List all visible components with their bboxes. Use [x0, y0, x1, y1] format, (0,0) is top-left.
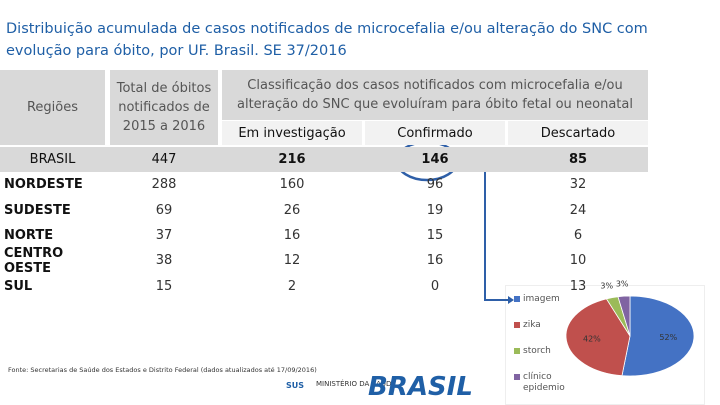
table-cell: 216: [278, 152, 306, 167]
table-cell: 160: [279, 177, 305, 193]
pie-slice: [621, 295, 695, 377]
table-cell: 85: [568, 152, 588, 167]
legend-label: imagem: [523, 294, 560, 304]
legend-label: storch: [523, 346, 551, 356]
legend-swatch: [514, 374, 520, 380]
pie-slice: [617, 295, 631, 337]
slice-label: 42%: [583, 335, 601, 344]
table-cell: 24: [569, 202, 587, 218]
subcolumn-header: Em investigação: [222, 121, 362, 145]
pie: 52% 42% 3% 3%: [565, 280, 695, 377]
source: Fonte: Secretarias de Saúde dos Estados …: [8, 366, 317, 374]
table-cell: 447: [151, 152, 177, 167]
legend-label: clínico epidemio: [523, 372, 565, 393]
table-cell: 12: [283, 253, 301, 269]
table-cell: 146: [421, 152, 449, 167]
table-cell: 288: [151, 177, 177, 193]
table-cell: 15: [155, 278, 173, 294]
row-label: SUL: [4, 278, 33, 294]
row-label: SUDESTE: [4, 202, 71, 218]
arrow-head: [508, 296, 514, 304]
total-row-bg: [0, 147, 648, 172]
table-cell: 2: [287, 278, 297, 294]
column-header: Classificação dos casos notificados com …: [222, 70, 648, 120]
table-cell: 16: [283, 227, 301, 243]
row-label: NORTE: [4, 227, 54, 243]
table-cell: 69: [155, 202, 173, 218]
subcolumn-header: Descartado: [508, 121, 648, 145]
row-label: CENTRO OESTE: [4, 245, 64, 276]
table-cell: 0: [430, 278, 440, 294]
table-cell: 19: [426, 202, 444, 218]
table-cell: 13: [569, 278, 587, 294]
table-cell: 96: [426, 177, 444, 193]
column-header: Regiões: [0, 70, 105, 145]
row-label: BRASIL: [29, 152, 76, 167]
legend-swatch: [514, 322, 520, 328]
table-cell: 32: [569, 177, 587, 193]
pie-slice: [565, 298, 631, 377]
legend-swatch: [514, 348, 520, 354]
row-label: NORDESTE: [4, 177, 83, 193]
slice-label: 3%: [616, 280, 629, 289]
column-header: Total de óbitos notificados de 2015 a 20…: [110, 70, 218, 145]
title: Distribuição acumulada de casos notifica…: [6, 21, 648, 59]
brand-logo: BRASIL: [368, 372, 473, 402]
subcolumn-header: Confirmado: [365, 121, 505, 145]
slice-label: 3%: [600, 282, 613, 291]
table-cell: 16: [426, 253, 444, 269]
legend-label: zika: [523, 320, 541, 330]
slice-label: 52%: [659, 333, 677, 342]
legend-swatch: [514, 296, 520, 302]
table-cell: 6: [573, 227, 583, 243]
table-cell: 37: [155, 227, 173, 243]
table-cell: 15: [426, 227, 444, 243]
table-cell: 26: [283, 202, 301, 218]
ministry-logo: MINISTÉRIO DA SAÚDE: [316, 379, 396, 388]
table-cell: 10: [569, 253, 587, 269]
table-cell: 38: [155, 253, 173, 269]
sus-logo: SUS: [286, 381, 304, 390]
